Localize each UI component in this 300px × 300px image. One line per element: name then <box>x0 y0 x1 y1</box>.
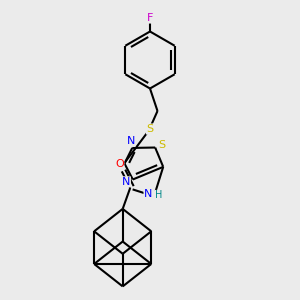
Text: S: S <box>158 140 165 150</box>
Text: O: O <box>115 159 124 169</box>
Text: N: N <box>122 177 130 187</box>
Text: S: S <box>146 124 154 134</box>
Text: N: N <box>127 136 135 146</box>
Text: F: F <box>147 13 153 23</box>
Text: H: H <box>155 190 162 200</box>
Text: N: N <box>144 189 152 199</box>
